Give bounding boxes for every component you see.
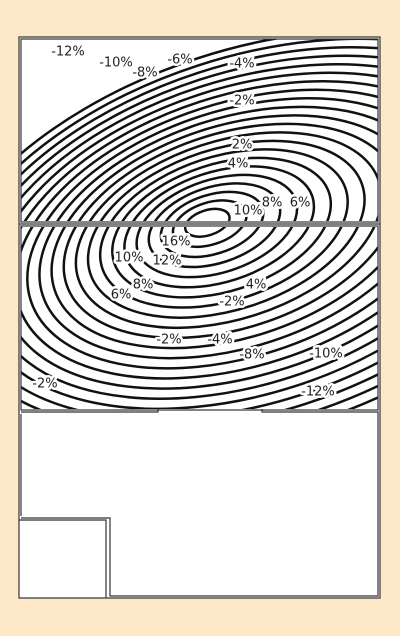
walls (18, 36, 381, 599)
contour-line (111, 156, 333, 299)
contour-label: 10% (115, 251, 144, 266)
contour-line (21, 63, 378, 409)
contour-line (21, 54, 378, 409)
contour-line (38, 105, 378, 360)
contour-label: 16% (162, 235, 191, 250)
wall-line (21, 409, 379, 597)
contour-line (171, 199, 248, 249)
contour-label: 4% (246, 278, 267, 293)
contour-line (62, 122, 378, 340)
contour-label: -10% (309, 347, 343, 362)
contour-label: -6% (167, 53, 192, 68)
contour-line (21, 39, 378, 409)
contour-label: -2% (32, 377, 57, 392)
contour-group (21, 39, 378, 409)
room-wall (20, 225, 379, 411)
contour-label: 4% (228, 157, 249, 172)
contour-line (21, 46, 378, 409)
contour-line (21, 39, 378, 409)
contour-label: -8% (239, 348, 264, 363)
contour-line (26, 97, 378, 370)
contour-label: -2% (229, 94, 254, 109)
contour-line (21, 71, 378, 400)
contour-label: 2% (232, 138, 253, 153)
contour-line (159, 190, 265, 259)
contour-label: 10% (234, 204, 263, 219)
contour-line (135, 173, 299, 279)
contour-line (21, 80, 378, 390)
room-wall (20, 38, 379, 223)
contour-line (21, 88, 378, 380)
contour-label: 6% (111, 288, 132, 303)
contour-line (123, 165, 316, 289)
contour-label: -12% (51, 45, 85, 60)
contour-line (86, 139, 366, 319)
contour-line (183, 207, 231, 238)
contour-line (98, 148, 349, 309)
contour-label: -2% (156, 333, 181, 348)
contour-label: -4% (229, 57, 254, 72)
wall-line (21, 409, 159, 413)
contour-label: -10% (99, 56, 133, 71)
contour-line (74, 131, 378, 330)
contour-label: -8% (132, 66, 157, 81)
contour-line (50, 114, 378, 350)
contour-label: 8% (133, 278, 154, 293)
contour-label: -2% (219, 295, 244, 310)
contour-labels: -12% -10% -8% -6% -4% -2% 2% 4% 10% 8% 6… (30, 42, 345, 402)
contour-line (147, 182, 282, 269)
contour-label: -4% (207, 333, 232, 348)
contour-label: 6% (290, 196, 311, 211)
wall-line (19, 519, 107, 598)
contour-label: 12% (153, 254, 182, 269)
contour-label: -12% (301, 385, 335, 400)
contour-label: 8% (262, 196, 283, 211)
outer-wall (18, 36, 381, 599)
